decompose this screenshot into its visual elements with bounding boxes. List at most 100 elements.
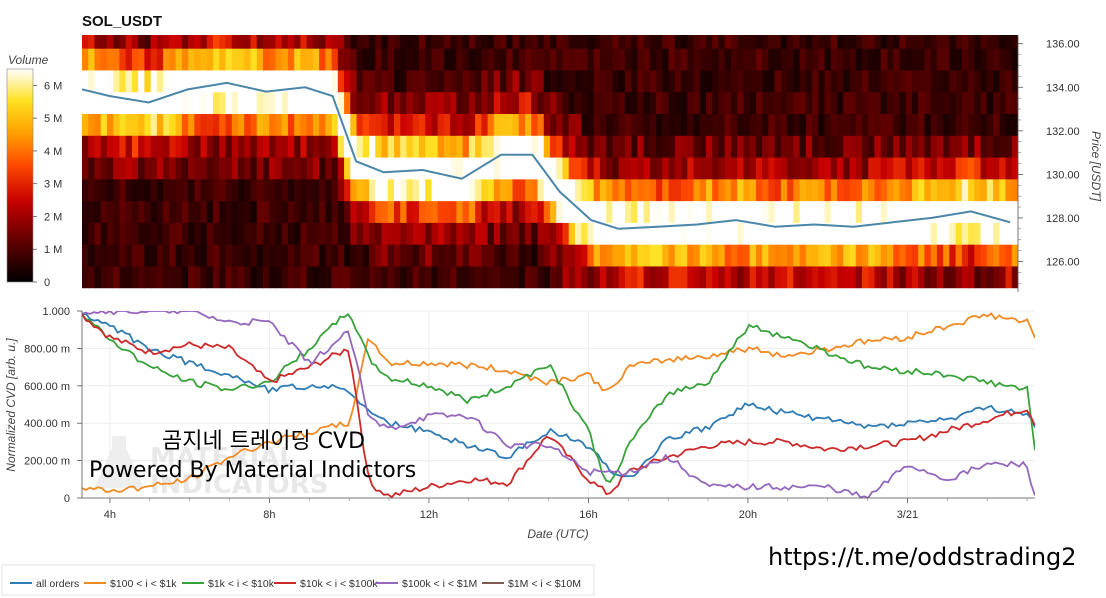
heatmap-cell	[787, 200, 794, 223]
heatmap-cell	[618, 91, 626, 115]
heatmap-cell	[805, 222, 813, 245]
heatmap-cell	[662, 200, 670, 223]
heatmap-cell	[119, 244, 127, 267]
heatmap-cell	[106, 113, 114, 136]
legend-label[interactable]: $100 < i < $1k	[110, 578, 177, 590]
legend-label[interactable]: all orders	[36, 578, 79, 590]
heatmap-cell	[911, 156, 919, 180]
heatmap-cell	[113, 113, 121, 136]
heatmap-cell	[830, 113, 838, 136]
overlay-korean-title: 곰지네 트레이딩 CVD	[162, 429, 365, 454]
heatmap-cell	[837, 48, 844, 71]
heatmap-cell	[880, 48, 888, 71]
heatmap-cell	[712, 200, 720, 223]
heatmap-cell	[606, 91, 613, 115]
heatmap-cell	[312, 244, 320, 267]
heatmap-cell	[624, 200, 632, 223]
heatmap-cell	[955, 69, 963, 93]
heatmap-cell	[381, 48, 389, 71]
heatmap-cell	[874, 35, 882, 49]
heatmap-cell	[955, 135, 963, 158]
heatmap-cell	[362, 200, 370, 223]
heatmap-cell	[144, 156, 152, 180]
heatmap-cell	[337, 244, 345, 267]
heatmap-cell	[281, 265, 289, 289]
heatmap-cell	[312, 113, 320, 136]
heatmap-cell	[812, 69, 819, 93]
heatmap-cell	[1005, 178, 1013, 202]
heatmap-cell	[574, 200, 582, 223]
heatmap-cell	[743, 200, 751, 223]
heatmap-cell	[156, 35, 164, 49]
heatmap-cell	[225, 35, 233, 49]
heatmap-cell	[874, 265, 882, 289]
heatmap-cell	[181, 35, 189, 49]
heatmap-cell	[82, 35, 89, 49]
heatmap-cell	[512, 135, 520, 158]
heatmap-cell	[780, 200, 788, 223]
heatmap-cell	[968, 91, 975, 115]
heatmap-cell	[824, 135, 832, 158]
heatmap-cell	[612, 69, 620, 93]
heatmap-cell	[830, 156, 838, 180]
heatmap-cell	[531, 178, 539, 202]
heatmap-cell	[113, 200, 121, 223]
heatmap-cell	[930, 222, 938, 245]
heatmap-cell	[574, 48, 582, 71]
heatmap-cell	[294, 113, 301, 136]
heatmap-cell	[593, 200, 601, 223]
heatmap-cell	[706, 200, 713, 223]
heatmap-cell	[400, 135, 408, 158]
heatmap-cell	[911, 69, 919, 93]
heatmap-cell	[993, 113, 1000, 136]
heatmap-cell	[125, 178, 133, 202]
heatmap-cell	[961, 35, 969, 49]
heatmap-cell	[150, 69, 158, 93]
heatmap-cell	[980, 69, 988, 93]
heatmap-cell	[824, 222, 832, 245]
heatmap-cell	[624, 91, 632, 115]
heatmap-cell	[518, 265, 526, 289]
heatmap-cell	[974, 265, 982, 289]
heatmap-cell	[281, 35, 289, 49]
heatmap-cell	[244, 156, 252, 180]
heatmap-cell	[113, 35, 121, 49]
legend-label[interactable]: $1M < i < $10M	[508, 578, 581, 590]
heatmap-cell	[531, 265, 539, 289]
heatmap-cell	[287, 244, 295, 267]
heatmap-cell	[468, 69, 476, 93]
heatmap-cell	[325, 48, 333, 71]
heatmap-cell	[125, 69, 133, 93]
legend-label[interactable]: $10k < i < $100k	[300, 578, 378, 590]
heatmap-cell	[911, 113, 919, 136]
heatmap-cell	[943, 135, 950, 158]
heatmap-cell	[974, 91, 982, 115]
heatmap-cell	[587, 200, 595, 223]
heatmap-cell	[163, 244, 170, 267]
heatmap-cell	[930, 48, 938, 71]
heatmap-cell	[262, 156, 270, 180]
legend-label[interactable]: $100k < i < $1M	[402, 578, 477, 590]
heatmap-cell	[156, 135, 164, 158]
heatmap-cell	[911, 135, 919, 158]
heatmap-cell	[855, 200, 863, 223]
heatmap-cell	[256, 222, 264, 245]
heatmap-cell	[281, 222, 289, 245]
heatmap-cell	[674, 135, 682, 158]
heatmap-cell	[100, 35, 108, 49]
heatmap-cell	[150, 222, 158, 245]
heatmap-cell	[138, 265, 145, 289]
heatmap-cell	[437, 35, 445, 49]
heatmap-cell	[194, 222, 202, 245]
cvd-y-tick-label: 600.00 m	[24, 381, 70, 393]
heatmap-cell	[662, 48, 670, 71]
legend-label[interactable]: $1k < i < $10k	[208, 578, 275, 590]
heatmap-cell	[780, 135, 788, 158]
heatmap-cell	[780, 178, 788, 202]
heatmap-cell	[712, 48, 720, 71]
heatmap-cell	[699, 222, 707, 245]
heatmap-cell	[737, 69, 745, 93]
heatmap-cell	[1005, 244, 1013, 267]
heatmap-cell	[231, 244, 239, 267]
heatmap-cell	[194, 265, 202, 289]
